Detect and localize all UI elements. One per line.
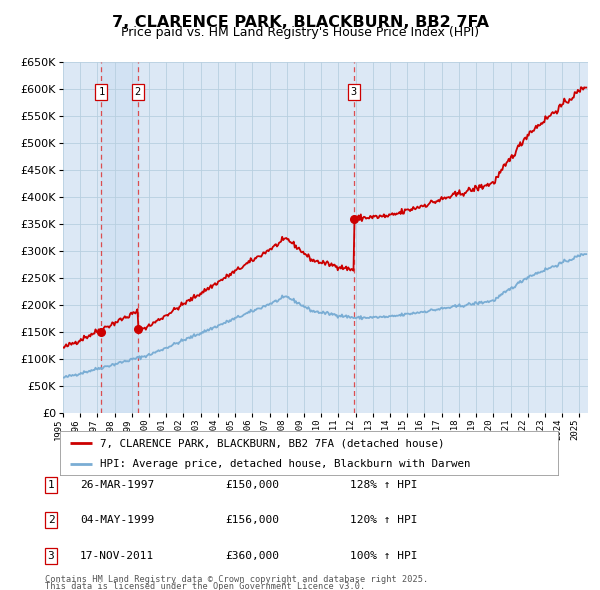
Text: 3: 3	[350, 87, 356, 97]
Text: 2024: 2024	[553, 418, 562, 440]
Text: 100% ↑ HPI: 100% ↑ HPI	[350, 551, 418, 560]
Text: 3: 3	[47, 551, 55, 560]
Text: 1997: 1997	[88, 418, 97, 440]
Text: 2023: 2023	[536, 418, 545, 440]
Text: 2012: 2012	[347, 418, 356, 440]
Text: 2020: 2020	[484, 418, 493, 440]
Text: 2008: 2008	[278, 418, 287, 440]
Text: 1995: 1995	[54, 418, 63, 440]
Text: 17-NOV-2011: 17-NOV-2011	[80, 551, 154, 560]
Text: 2005: 2005	[226, 418, 235, 440]
Text: Contains HM Land Registry data © Crown copyright and database right 2025.: Contains HM Land Registry data © Crown c…	[45, 575, 428, 584]
Text: 2021: 2021	[502, 418, 511, 440]
Text: 1996: 1996	[71, 418, 80, 440]
Text: 2022: 2022	[519, 418, 528, 440]
Text: 2019: 2019	[467, 418, 476, 440]
Text: 2002: 2002	[175, 418, 184, 440]
Text: 2: 2	[47, 516, 55, 525]
Text: 2003: 2003	[192, 418, 201, 440]
Text: 2001: 2001	[157, 418, 166, 440]
Text: This data is licensed under the Open Government Licence v3.0.: This data is licensed under the Open Gov…	[45, 582, 365, 590]
Text: 2010: 2010	[312, 418, 321, 440]
Text: 2007: 2007	[260, 418, 269, 440]
Text: 2000: 2000	[140, 418, 149, 440]
Text: 2: 2	[134, 87, 141, 97]
Text: 2018: 2018	[450, 418, 459, 440]
Text: 1: 1	[98, 87, 104, 97]
Text: 04-MAY-1999: 04-MAY-1999	[80, 516, 154, 525]
Text: 2015: 2015	[398, 418, 407, 440]
Bar	[101, 62, 138, 413]
Text: 2006: 2006	[244, 418, 253, 440]
Text: 128% ↑ HPI: 128% ↑ HPI	[350, 480, 418, 490]
Text: £150,000: £150,000	[225, 480, 279, 490]
Text: 2014: 2014	[381, 418, 390, 440]
Text: 1999: 1999	[123, 418, 132, 440]
Text: 120% ↑ HPI: 120% ↑ HPI	[350, 516, 418, 525]
Text: 2016: 2016	[415, 418, 424, 440]
Text: 7, CLARENCE PARK, BLACKBURN, BB2 7FA (detached house): 7, CLARENCE PARK, BLACKBURN, BB2 7FA (de…	[100, 438, 445, 448]
Text: 7, CLARENCE PARK, BLACKBURN, BB2 7FA: 7, CLARENCE PARK, BLACKBURN, BB2 7FA	[112, 15, 488, 30]
Text: 2004: 2004	[209, 418, 218, 440]
Text: 1998: 1998	[106, 418, 115, 440]
Text: 2009: 2009	[295, 418, 304, 440]
Text: 2011: 2011	[329, 418, 338, 440]
Text: 2017: 2017	[433, 418, 442, 440]
Text: Price paid vs. HM Land Registry's House Price Index (HPI): Price paid vs. HM Land Registry's House …	[121, 26, 479, 39]
Text: £156,000: £156,000	[225, 516, 279, 525]
Text: HPI: Average price, detached house, Blackburn with Darwen: HPI: Average price, detached house, Blac…	[100, 459, 470, 469]
Text: 2013: 2013	[364, 418, 373, 440]
Text: £360,000: £360,000	[225, 551, 279, 560]
Text: 26-MAR-1997: 26-MAR-1997	[80, 480, 154, 490]
Text: 1: 1	[47, 480, 55, 490]
Text: 2025: 2025	[571, 418, 580, 440]
